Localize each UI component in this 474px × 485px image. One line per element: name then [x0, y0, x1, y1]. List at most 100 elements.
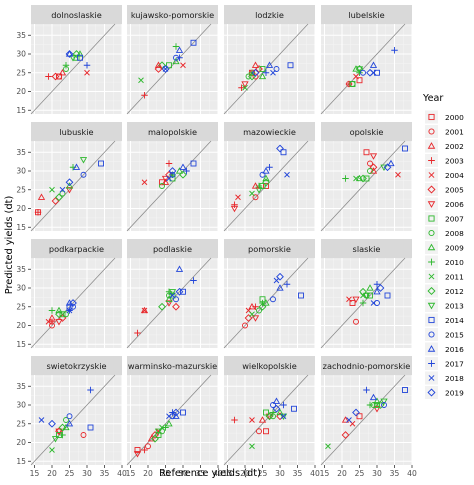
- point-plus-marker: [172, 43, 180, 50]
- legend-label: 2007: [445, 214, 464, 223]
- panel-background: [321, 258, 412, 348]
- point-square-marker: [180, 288, 186, 295]
- x-tick-label: 35: [390, 469, 400, 478]
- point-triangle-marker: [427, 243, 436, 251]
- legend-item: 2015: [425, 328, 464, 341]
- point-diamond-marker: [272, 404, 281, 413]
- point-plus-marker: [83, 62, 91, 69]
- x-tick-label: 30: [82, 469, 92, 478]
- point-diamond-marker: [154, 65, 163, 73]
- facet-panel: zachodnio-pomorskie 15 20 25 30 35 40: [320, 356, 417, 478]
- point-triangle-down-marker: [154, 428, 163, 436]
- panel-background: [321, 141, 412, 231]
- point-cross-marker: [428, 375, 435, 381]
- point-plus-marker: [176, 54, 183, 61]
- point-diamond-marker: [179, 170, 187, 179]
- facet-title: lodzkie: [255, 10, 284, 20]
- point-diamond-marker: [51, 72, 60, 81]
- panel-background: [224, 258, 315, 348]
- point-triangle-down-marker: [427, 302, 436, 310]
- point-cross-marker: [49, 186, 55, 193]
- legend-key-background: [425, 110, 438, 124]
- point-diamond-marker: [352, 408, 360, 417]
- identity-line: [30, 257, 116, 349]
- legend-key-background: [425, 125, 438, 138]
- point-square-marker: [287, 62, 294, 69]
- identity-line: [30, 23, 116, 115]
- y-tick-label: 35: [16, 148, 26, 157]
- point-triangle-marker: [251, 182, 260, 189]
- x-tick-label: 30: [372, 469, 382, 478]
- facet-title: slaskie: [353, 244, 381, 254]
- point-cross-marker: [38, 417, 45, 423]
- legend-key-background: [425, 241, 438, 254]
- facet-panel: lubuskie 15 20 25 30 35: [16, 122, 123, 232]
- point-triangle-marker: [172, 57, 180, 65]
- facet-strip: [224, 122, 315, 141]
- y-tick-label: 35: [16, 382, 26, 391]
- legend-label: 2015: [445, 330, 464, 339]
- facet-panel: kujawsko-pomorskie: [126, 5, 219, 115]
- point-circle-marker: [63, 311, 69, 318]
- point-diamond-marker: [48, 419, 56, 428]
- point-plus-marker: [62, 62, 70, 69]
- point-triangle-marker: [251, 61, 260, 68]
- y-tick-label: 25: [16, 302, 26, 311]
- point-triangle-down-marker: [168, 289, 177, 296]
- point-cross-marker: [325, 443, 331, 450]
- facet-strip: [127, 5, 218, 24]
- legend-key-background: [425, 197, 438, 211]
- point-square-marker: [263, 409, 269, 416]
- legend-item: 2017: [425, 357, 464, 370]
- point-square-marker: [374, 402, 380, 408]
- legend-item: 2007: [425, 212, 464, 225]
- point-diamond-marker: [51, 197, 60, 205]
- point-circle-marker: [381, 402, 387, 408]
- point-diamond-marker: [65, 50, 74, 58]
- point-diamond-marker: [158, 302, 166, 311]
- point-triangle-marker: [161, 178, 170, 185]
- legend-key-background: [425, 226, 438, 240]
- point-circle-marker: [353, 318, 359, 325]
- point-circle-marker: [145, 443, 151, 450]
- y-tick-label: 15: [16, 223, 26, 232]
- facet-panel: lubelskie: [320, 5, 413, 115]
- point-plus-marker: [428, 360, 435, 367]
- legend-label: 2017: [445, 359, 464, 368]
- point-diamond-marker: [72, 50, 81, 58]
- point-triangle-marker: [55, 306, 63, 314]
- legend-label: 2010: [445, 258, 464, 267]
- legend-label: 2008: [445, 229, 464, 238]
- point-triangle-down-marker: [69, 55, 77, 62]
- facet-panel: warminsko-mazurskie 15 20 25 30 35 40: [126, 356, 223, 478]
- point-triangle-marker: [65, 419, 74, 427]
- point-triangle-marker: [262, 174, 270, 182]
- point-circle-marker: [66, 413, 73, 420]
- point-circle-marker: [256, 307, 262, 314]
- legend-item: 2019: [425, 386, 464, 399]
- point-plus-marker: [238, 84, 245, 91]
- point-diamond-marker: [255, 65, 263, 73]
- point-square-marker: [155, 432, 162, 438]
- legend-label: 2000: [445, 113, 464, 122]
- panel-background: [31, 375, 122, 465]
- point-square-marker: [363, 175, 370, 182]
- point-plus-marker: [391, 47, 398, 54]
- y-tick-label: 30: [16, 284, 26, 293]
- point-square-marker: [166, 62, 172, 69]
- point-triangle-marker: [65, 182, 74, 189]
- point-cross-marker: [49, 447, 55, 453]
- legend-label: 2009: [445, 243, 464, 252]
- identity-line: [223, 257, 309, 349]
- legend-item: 2011: [425, 270, 464, 283]
- y-tick-label: 20: [16, 87, 26, 96]
- point-triangle-down-marker: [55, 428, 63, 436]
- y-tick-label: 35: [16, 31, 26, 40]
- point-square-marker: [402, 387, 408, 393]
- point-triangle-marker: [262, 167, 270, 174]
- point-triangle-marker: [76, 50, 84, 57]
- identity-line: [320, 374, 406, 466]
- point-plus-marker: [269, 409, 277, 416]
- legend-label: 2014: [445, 316, 464, 325]
- point-cross-marker: [346, 417, 352, 423]
